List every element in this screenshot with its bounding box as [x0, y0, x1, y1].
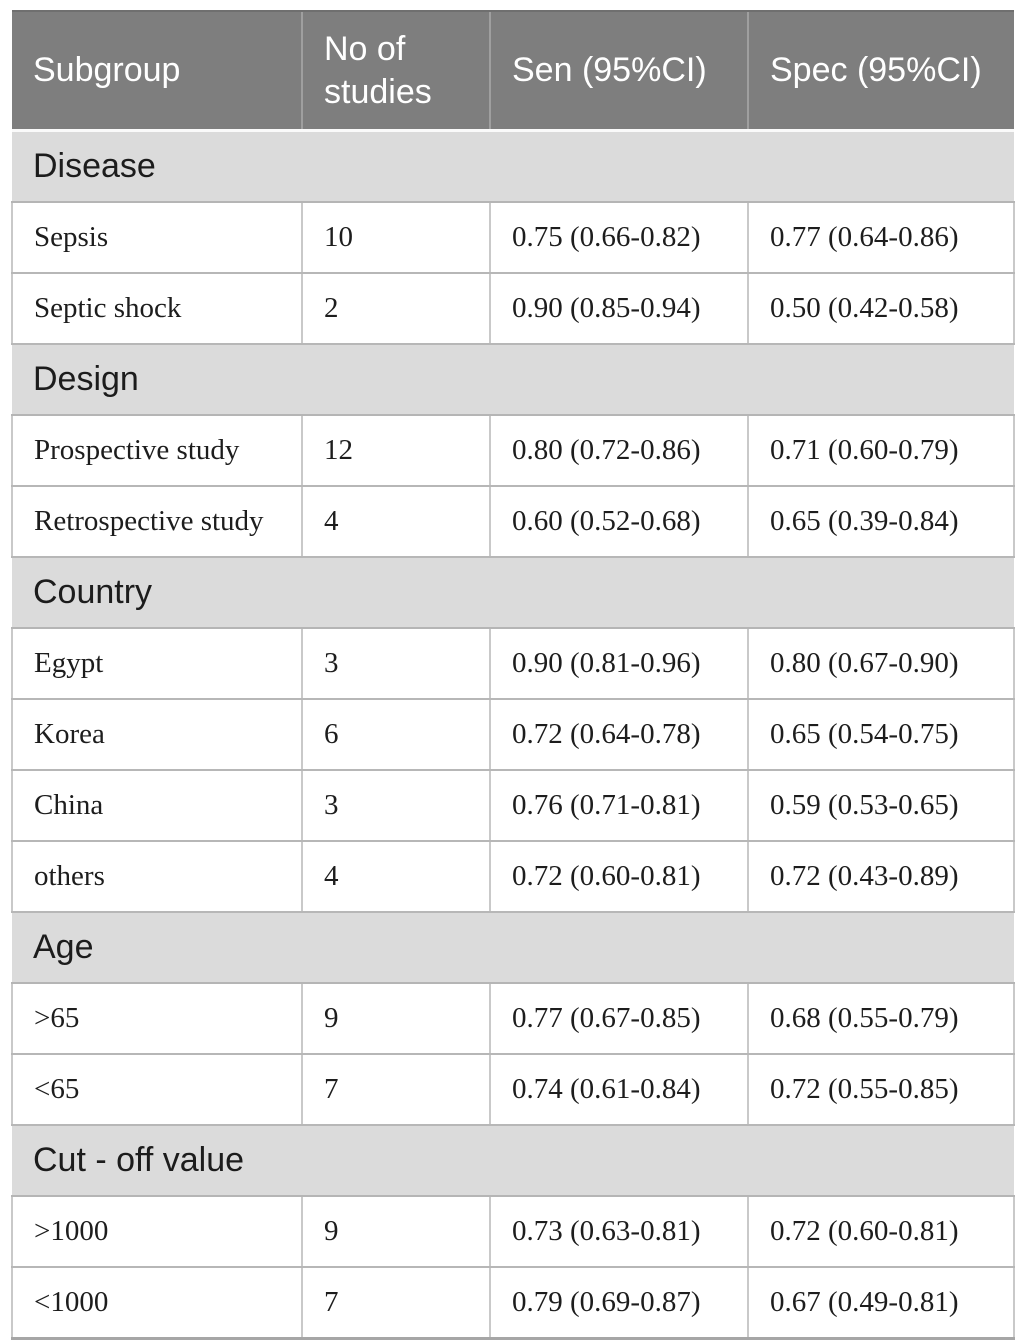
- table-row: Korea 6 0.72 (0.64-0.78) 0.65 (0.54-0.75…: [11, 698, 1015, 771]
- cell-no-studies: 3: [301, 769, 491, 842]
- cell-sen: 0.72 (0.60-0.81): [489, 840, 749, 913]
- cell-no-studies: 12: [301, 414, 491, 487]
- cell-sen: 0.72 (0.64-0.78): [489, 698, 749, 771]
- cell-spec: 0.80 (0.67-0.90): [747, 627, 1015, 700]
- cell-no-studies: 4: [301, 840, 491, 913]
- section-row-disease: Disease: [12, 129, 1014, 203]
- section-label: Country: [12, 556, 1014, 629]
- cell-subgroup: <65: [11, 1053, 303, 1126]
- table-row: Retrospective study 4 0.60 (0.52-0.68) 0…: [11, 485, 1015, 558]
- table-row: Sepsis 10 0.75 (0.66-0.82) 0.77 (0.64-0.…: [11, 201, 1015, 274]
- cell-no-studies: 9: [301, 1195, 491, 1268]
- table-row: Septic shock 2 0.90 (0.85-0.94) 0.50 (0.…: [11, 272, 1015, 345]
- cell-spec: 0.71 (0.60-0.79): [747, 414, 1015, 487]
- cell-sen: 0.90 (0.85-0.94): [489, 272, 749, 345]
- col-header-spec: Spec (95%CI): [747, 10, 1014, 132]
- cell-no-studies: 3: [301, 627, 491, 700]
- cell-sen: 0.77 (0.67-0.85): [489, 982, 749, 1055]
- cell-subgroup: <1000: [11, 1266, 303, 1340]
- cell-spec: 0.72 (0.55-0.85): [747, 1053, 1015, 1126]
- cell-subgroup: >1000: [11, 1195, 303, 1268]
- table-row: China 3 0.76 (0.71-0.81) 0.59 (0.53-0.65…: [11, 769, 1015, 842]
- cell-spec: 0.77 (0.64-0.86): [747, 201, 1015, 274]
- cell-subgroup: Sepsis: [11, 201, 303, 274]
- cell-spec: 0.65 (0.54-0.75): [747, 698, 1015, 771]
- table-row: >1000 9 0.73 (0.63-0.81) 0.72 (0.60-0.81…: [11, 1195, 1015, 1268]
- cell-no-studies: 9: [301, 982, 491, 1055]
- cell-no-studies: 7: [301, 1266, 491, 1340]
- cell-spec: 0.59 (0.53-0.65): [747, 769, 1015, 842]
- cell-subgroup: Korea: [11, 698, 303, 771]
- cell-no-studies: 10: [301, 201, 491, 274]
- section-label: Age: [12, 911, 1014, 984]
- table-row: >65 9 0.77 (0.67-0.85) 0.68 (0.55-0.79): [11, 982, 1015, 1055]
- cell-sen: 0.60 (0.52-0.68): [489, 485, 749, 558]
- cell-spec: 0.65 (0.39-0.84): [747, 485, 1015, 558]
- subgroup-analysis-table: Subgroup No of studies Sen (95%CI) Spec …: [11, 10, 1015, 1340]
- cell-spec: 0.68 (0.55-0.79): [747, 982, 1015, 1055]
- subgroup-analysis-table-wrap: Subgroup No of studies Sen (95%CI) Spec …: [11, 10, 1015, 1340]
- table-row: <1000 7 0.79 (0.69-0.87) 0.67 (0.49-0.81…: [11, 1266, 1015, 1340]
- col-header-subgroup: Subgroup: [12, 10, 302, 132]
- cell-subgroup: Retrospective study: [11, 485, 303, 558]
- section-row-design: Design: [12, 343, 1014, 416]
- table-row: others 4 0.72 (0.60-0.81) 0.72 (0.43-0.8…: [11, 840, 1015, 913]
- cell-no-studies: 4: [301, 485, 491, 558]
- cell-no-studies: 6: [301, 698, 491, 771]
- table-row: <65 7 0.74 (0.61-0.84) 0.72 (0.55-0.85): [11, 1053, 1015, 1126]
- section-label: Disease: [12, 129, 1014, 203]
- section-label: Cut - off value: [12, 1124, 1014, 1197]
- cell-sen: 0.76 (0.71-0.81): [489, 769, 749, 842]
- cell-subgroup: Prospective study: [11, 414, 303, 487]
- cell-subgroup: others: [11, 840, 303, 913]
- cell-spec: 0.50 (0.42-0.58): [747, 272, 1015, 345]
- cell-subgroup: Egypt: [11, 627, 303, 700]
- cell-spec: 0.72 (0.60-0.81): [747, 1195, 1015, 1268]
- col-header-sen: Sen (95%CI): [489, 10, 748, 132]
- cell-sen: 0.79 (0.69-0.87): [489, 1266, 749, 1340]
- cell-spec: 0.72 (0.43-0.89): [747, 840, 1015, 913]
- cell-no-studies: 2: [301, 272, 491, 345]
- cell-sen: 0.73 (0.63-0.81): [489, 1195, 749, 1268]
- section-label: Design: [12, 343, 1014, 416]
- col-header-no-studies: No of studies: [301, 10, 490, 132]
- header-row: Subgroup No of studies Sen (95%CI) Spec …: [12, 10, 1014, 132]
- cell-sen: 0.80 (0.72-0.86): [489, 414, 749, 487]
- cell-no-studies: 7: [301, 1053, 491, 1126]
- section-row-age: Age: [12, 911, 1014, 984]
- cell-sen: 0.90 (0.81-0.96): [489, 627, 749, 700]
- section-row-cutoff: Cut - off value: [12, 1124, 1014, 1197]
- cell-subgroup: China: [11, 769, 303, 842]
- section-row-country: Country: [12, 556, 1014, 629]
- table-row: Egypt 3 0.90 (0.81-0.96) 0.80 (0.67-0.90…: [11, 627, 1015, 700]
- cell-sen: 0.75 (0.66-0.82): [489, 201, 749, 274]
- cell-subgroup: >65: [11, 982, 303, 1055]
- cell-spec: 0.67 (0.49-0.81): [747, 1266, 1015, 1340]
- cell-sen: 0.74 (0.61-0.84): [489, 1053, 749, 1126]
- cell-subgroup: Septic shock: [11, 272, 303, 345]
- table-row: Prospective study 12 0.80 (0.72-0.86) 0.…: [11, 414, 1015, 487]
